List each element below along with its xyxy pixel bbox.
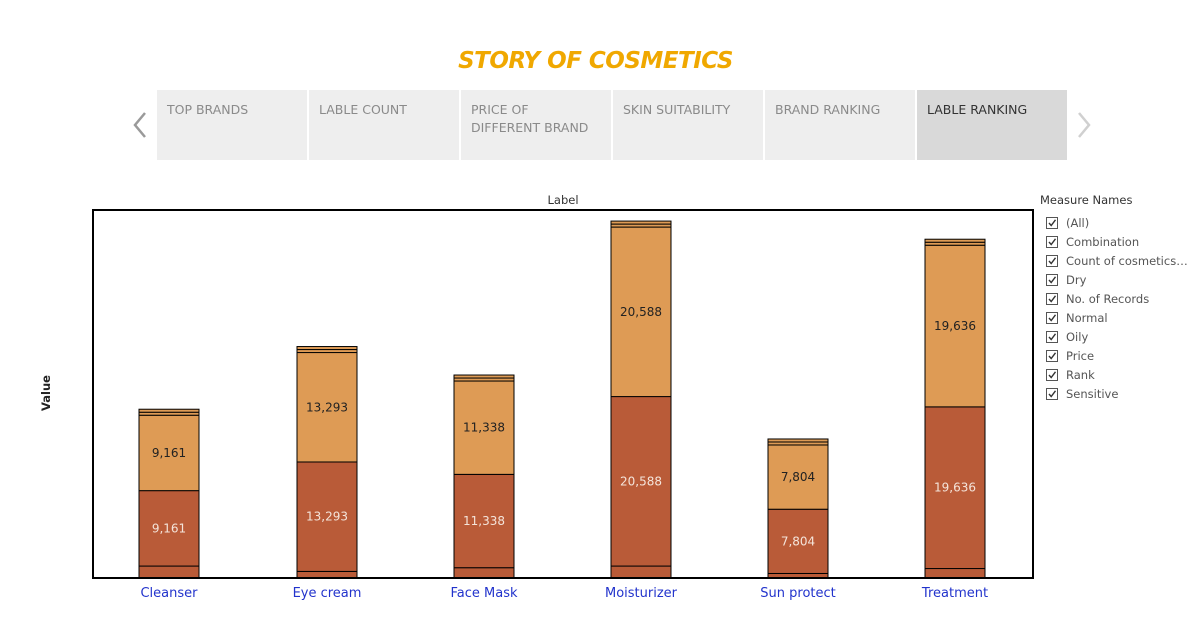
tab-label: PRICE OF DIFFERENT BRAND — [471, 102, 589, 135]
category-label[interactable]: Cleanser — [140, 586, 198, 601]
nav-next-button[interactable] — [1074, 108, 1094, 142]
category-label[interactable]: Eye cream — [293, 586, 362, 601]
bar-segment[interactable] — [924, 244, 986, 408]
data-label: 11,338 — [463, 421, 505, 435]
category-labels: Cleanser Eye cream Face Mask Moisturizer Sun… — [140, 586, 988, 601]
bar-cap-segment — [296, 346, 358, 351]
bar-segment[interactable] — [138, 565, 200, 579]
chart-title: Label — [547, 193, 578, 207]
legend-label: Price — [1066, 348, 1095, 363]
checkbox-checked-icon[interactable] — [1046, 387, 1058, 400]
bar-cap-segment — [138, 408, 200, 413]
tab-label: TOP BRANDS — [167, 102, 249, 117]
legend-item[interactable]: Combination — [1040, 232, 1190, 251]
checkbox-checked-icon[interactable] — [1046, 349, 1058, 362]
tab-label: LABLE COUNT — [319, 102, 407, 117]
legend-items: (All) Combination Count of cosmetics.... Dr… — [1040, 213, 1190, 403]
chevron-right-icon — [1078, 112, 1091, 138]
checkbox-checked-icon[interactable] — [1046, 292, 1058, 305]
bar-segment[interactable] — [924, 568, 986, 579]
legend-label: (All) — [1066, 215, 1090, 230]
data-label: 19,636 — [934, 319, 976, 333]
legend-item[interactable]: Price — [1040, 346, 1190, 365]
legend-label: Oily — [1066, 329, 1089, 344]
legend: Measure Names (All) Combination Count of c… — [1040, 193, 1190, 403]
bar-cap-segment — [767, 438, 829, 443]
tab-skin-suitability[interactable]: SKIN SUITABILITY — [613, 90, 763, 160]
plot-frame — [92, 209, 1034, 579]
tab-lable-ranking[interactable]: LABLE RANKING — [917, 90, 1067, 160]
bar-segment[interactable] — [453, 567, 515, 579]
bar-cap-segment — [610, 220, 672, 225]
legend-label: Combination — [1066, 234, 1140, 249]
legend-item[interactable]: Sensitive — [1040, 384, 1190, 403]
y-axis-label: Value — [39, 375, 53, 411]
bar-segment[interactable] — [138, 414, 200, 492]
data-label: 9,161 — [152, 446, 186, 460]
checkbox-checked-icon[interactable] — [1046, 330, 1058, 343]
story-title: STORY OF COSMETICS — [458, 48, 733, 74]
bar-segment[interactable] — [453, 473, 515, 569]
data-label: 7,804 — [781, 534, 815, 548]
tab-label: SKIN SUITABILITY — [623, 102, 731, 117]
legend-item[interactable]: Oily — [1040, 327, 1190, 346]
legend-label: No. of Records — [1066, 291, 1150, 306]
legend-item[interactable]: Rank — [1040, 365, 1190, 384]
legend-item[interactable]: Count of cosmetics.... — [1040, 251, 1190, 270]
bar-cap-segment — [453, 374, 515, 379]
bar-segment[interactable] — [610, 226, 672, 398]
tab-label: LABLE RANKING — [927, 102, 1028, 117]
legend-label: Sensitive — [1066, 386, 1119, 401]
legend-label: Count of cosmetics.... — [1066, 253, 1188, 268]
tab-label: BRAND RANKING — [775, 102, 881, 117]
bar-segment[interactable] — [767, 508, 829, 574]
legend-item[interactable]: No. of Records — [1040, 289, 1190, 308]
data-label: 7,804 — [781, 470, 815, 484]
chevron-left-icon — [133, 112, 146, 138]
category-label[interactable]: Moisturizer — [605, 586, 678, 601]
bar-segment[interactable] — [610, 565, 672, 579]
bar-segment[interactable] — [138, 490, 200, 567]
legend-item[interactable]: Dry — [1040, 270, 1190, 289]
tab-price-of-different-brand[interactable]: PRICE OF DIFFERENT BRAND — [461, 90, 611, 160]
legend-item[interactable]: (All) — [1040, 213, 1190, 232]
data-label: 11,338 — [463, 514, 505, 528]
data-label: 13,293 — [306, 400, 348, 414]
bar-cap-segment — [924, 238, 986, 243]
checkbox-checked-icon[interactable] — [1046, 235, 1058, 248]
legend-label: Rank — [1066, 367, 1095, 382]
nav-prev-button[interactable] — [130, 108, 150, 142]
tab-lable-count[interactable]: LABLE COUNT — [309, 90, 459, 160]
data-label: 13,293 — [306, 510, 348, 524]
tab-top-brands[interactable]: TOP BRANDS — [157, 90, 307, 160]
category-label[interactable]: Treatment — [921, 586, 988, 601]
checkbox-checked-icon[interactable] — [1046, 216, 1058, 229]
data-label: 20,588 — [620, 305, 662, 319]
legend-label: Normal — [1066, 310, 1108, 325]
checkbox-checked-icon[interactable] — [1046, 311, 1058, 324]
bar-segment[interactable] — [453, 380, 515, 475]
data-label: 20,588 — [620, 474, 662, 488]
data-label: 19,636 — [934, 481, 976, 495]
category-label[interactable]: Sun protect — [760, 586, 835, 601]
bar-segment[interactable] — [296, 352, 358, 463]
legend-label: Dry — [1066, 272, 1087, 287]
data-label: 9,161 — [152, 521, 186, 535]
category-label[interactable]: Face Mask — [450, 586, 517, 601]
tab-brand-ranking[interactable]: BRAND RANKING — [765, 90, 915, 160]
legend-title: Measure Names — [1040, 193, 1133, 207]
checkbox-checked-icon[interactable] — [1046, 254, 1058, 267]
bars: 9,161 9,161 13,293 13,293 11,338 11,338 20,588… — [138, 220, 986, 579]
checkbox-checked-icon[interactable] — [1046, 368, 1058, 381]
legend-item[interactable]: Normal — [1040, 308, 1190, 327]
checkbox-checked-icon[interactable] — [1046, 273, 1058, 286]
